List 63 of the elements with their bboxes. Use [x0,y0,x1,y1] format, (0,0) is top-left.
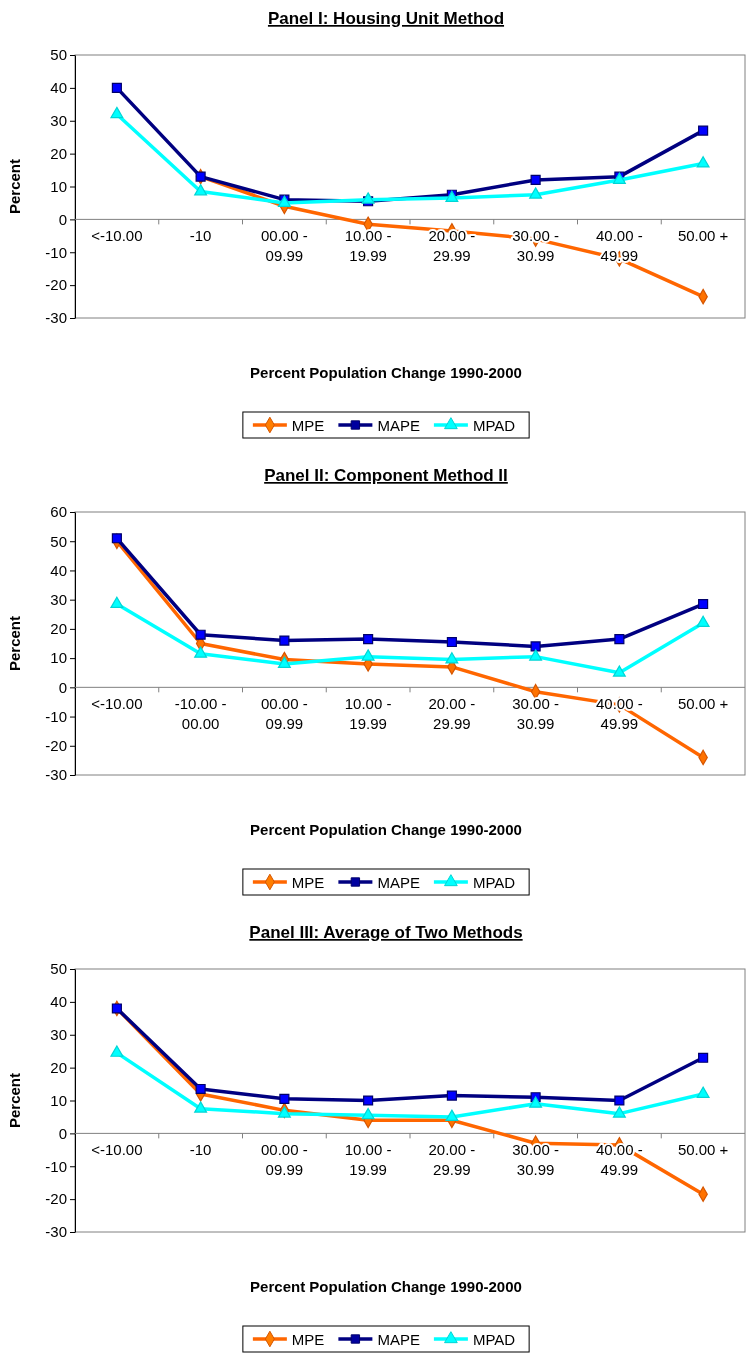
x-tick-label: 00.00 - 09.99 [261,227,308,265]
y-tick-label: -30 [45,766,67,784]
y-tick-label: 20 [50,620,67,638]
x-tick-label: <-10.00 [91,695,143,713]
legend-label: MPAD [472,873,516,891]
x-tick-label: 30.00 - 30.99 [512,695,559,733]
x-tick-label: -10 [189,1141,212,1159]
y-tick-label: -20 [45,276,67,294]
y-tick-label: 0 [58,1124,67,1142]
x-tick-label: 10.00 - 19.99 [344,1141,392,1179]
y-tick-label: 10 [50,177,67,195]
x-axis-title: Percent Population Change 1990-2000 [250,821,522,838]
chart-title: Panel II: Component Method II [264,466,508,485]
legend-label: MAPE [377,873,420,891]
y-tick-label: 10 [50,649,67,667]
y-tick-label: 40 [50,993,67,1011]
y-tick-label: -30 [45,309,67,327]
x-tick-label: 50.00 + [677,227,729,245]
legend-label: MPAD [472,1330,516,1348]
y-tick-label: 0 [58,678,67,696]
x-tick-label: 20.00 - 29.99 [428,227,476,265]
x-axis-title: Percent Population Change 1990-2000 [250,364,522,381]
chart-title: Panel I: Housing Unit Method [267,9,505,28]
y-axis-title: Percent [6,1072,23,1129]
x-tick-label: 00.00 - 09.99 [261,1141,308,1179]
y-tick-label: -30 [45,1223,67,1241]
x-tick-label: 20.00 - 29.99 [428,1141,476,1179]
legend-label: MPE [291,873,325,891]
y-tick-label: 30 [50,112,67,130]
y-tick-label: 20 [50,1058,67,1076]
x-axis-title: Percent Population Change 1990-2000 [250,1278,522,1295]
x-tick-label: 30.00 - 30.99 [512,1141,559,1179]
chart-title: Panel III: Average of Two Methods [249,923,523,942]
y-tick-label: 40 [50,561,67,579]
y-tick-label: 0 [58,210,67,228]
x-tick-label: 50.00 + [677,695,729,713]
y-tick-label: 30 [50,590,67,608]
legend-label: MPE [291,416,325,434]
x-tick-label: 50.00 + [677,1141,729,1159]
x-tick-label: <-10.00 [91,227,143,245]
x-tick-label: 00.00 - 09.99 [261,695,308,733]
y-tick-label: 10 [50,1091,67,1109]
y-tick-label: -20 [45,1190,67,1208]
y-tick-label: 50 [50,960,67,978]
y-tick-label: 40 [50,79,67,97]
legend-label: MPE [291,1330,325,1348]
y-axis-title: Percent [6,615,23,672]
y-tick-label: 50 [50,532,67,550]
y-axis-title: Percent [6,158,23,215]
x-tick-label: -10.00 - 00.00 [174,695,227,733]
y-tick-label: 60 [50,503,67,521]
y-tick-label: 50 [50,46,67,64]
x-tick-label: 10.00 - 19.99 [344,227,392,265]
legend-label: MAPE [377,416,420,434]
x-tick-label: <-10.00 [91,1141,143,1159]
x-tick-label: 20.00 - 29.99 [428,695,476,733]
y-tick-label: -20 [45,737,67,755]
y-tick-label: 20 [50,144,67,162]
legend-label: MAPE [377,1330,420,1348]
legend-label: MPAD [472,416,516,434]
x-tick-label: -10 [189,227,212,245]
y-tick-label: 30 [50,1026,67,1044]
x-tick-label: 10.00 - 19.99 [344,695,392,733]
